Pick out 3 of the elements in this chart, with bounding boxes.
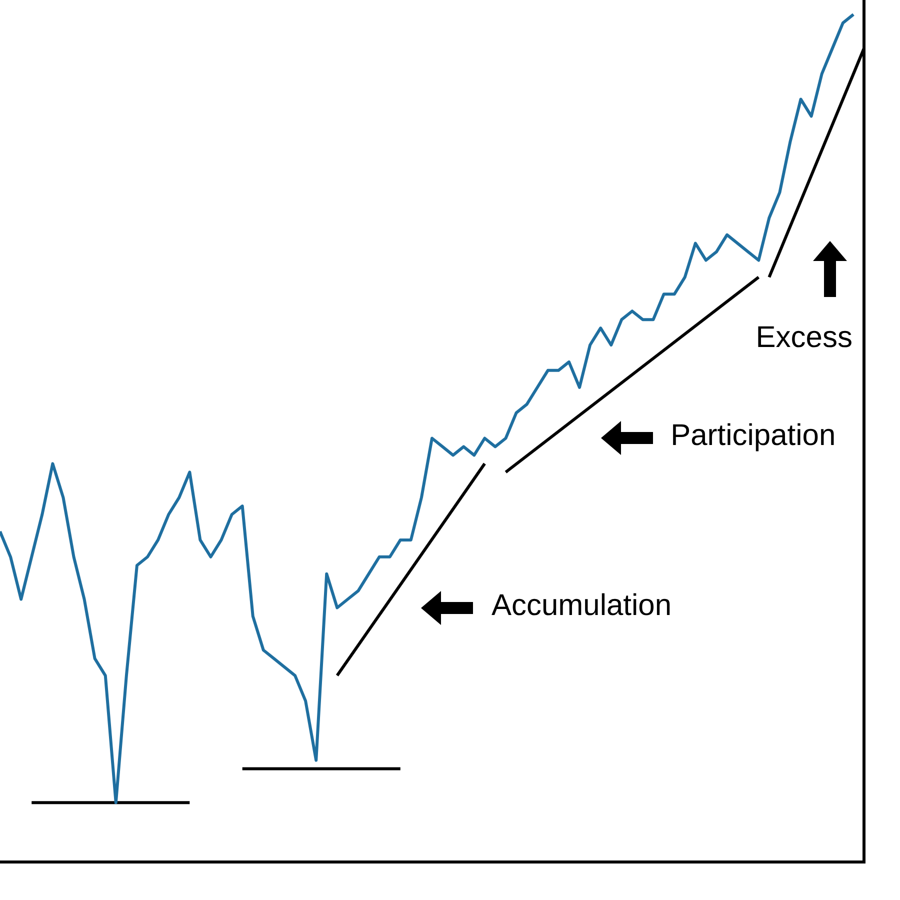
annotation: Excess: [756, 321, 852, 356]
annotation: Participation: [670, 419, 836, 454]
annotation: Accumulation: [491, 588, 672, 623]
